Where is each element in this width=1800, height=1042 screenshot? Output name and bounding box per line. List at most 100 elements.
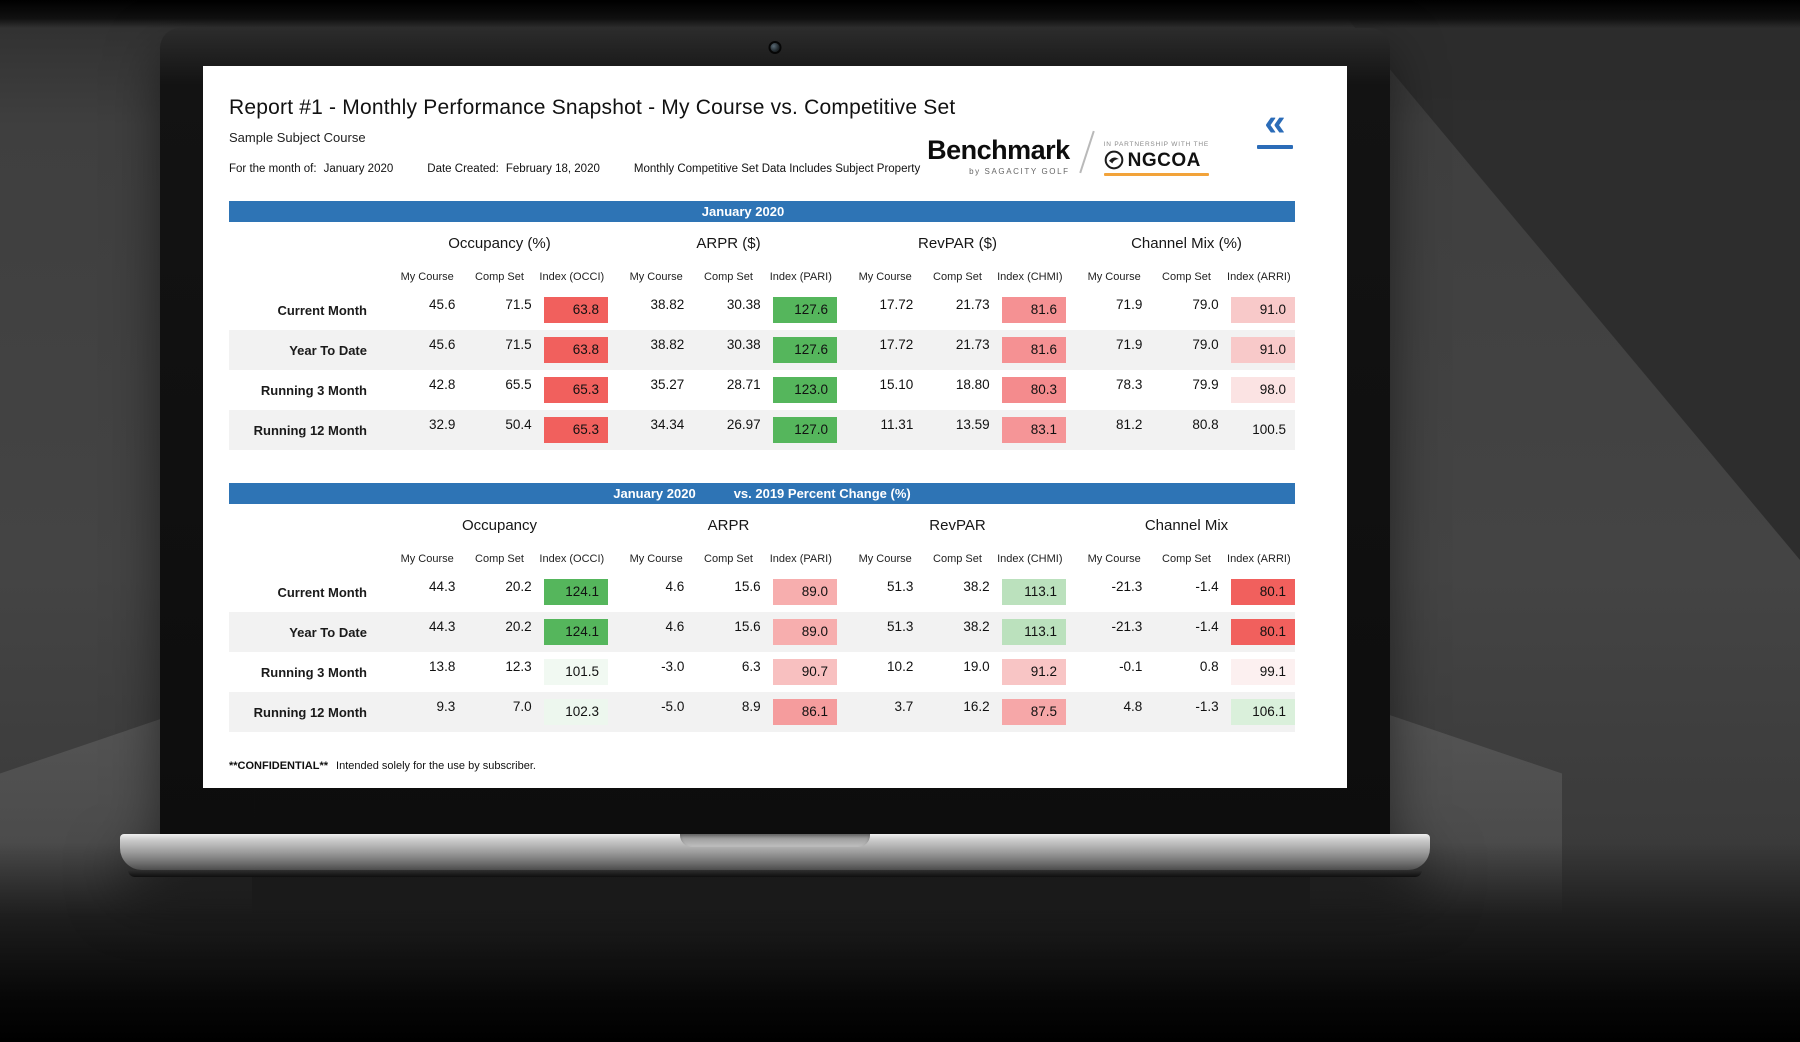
my-course-value: -3.0 xyxy=(661,659,685,674)
channel-mix-cells: -21.3 -1.4 80.1 xyxy=(1078,579,1295,605)
channel-mix-columns: My Course Comp Set Index (ARRI) xyxy=(1078,271,1295,283)
my-course-value: 35.27 xyxy=(650,377,685,392)
index-chip: 83.1 xyxy=(1001,417,1066,443)
my-course-value: 51.3 xyxy=(887,579,914,594)
benchmark-byline: by SAGACITY GOLF xyxy=(969,167,1070,176)
collapse-sidebar-button[interactable]: « xyxy=(1253,104,1297,149)
index-cell: 65.3 xyxy=(543,417,608,443)
comp-set-value: 71.5 xyxy=(505,297,532,312)
comp-set-value: 79.9 xyxy=(1192,377,1219,392)
comp-set-value: 79.0 xyxy=(1192,337,1219,352)
index-chip: 113.1 xyxy=(1001,579,1066,605)
channel-mix-cells: 4.8 -1.3 106.1 xyxy=(1078,699,1295,725)
revpar-cells: 3.7 16.2 87.5 xyxy=(849,699,1066,725)
group-title-arpr: ARPR ($) xyxy=(696,234,761,252)
group-title-arpr: ARPR xyxy=(707,516,750,534)
comp-set-value: -1.4 xyxy=(1195,579,1219,594)
index-cell: 90.7 xyxy=(772,659,837,685)
comp-set-value: 28.71 xyxy=(726,377,761,392)
index-cell: 83.1 xyxy=(1001,417,1066,443)
group-title-channel-mix: Channel Mix xyxy=(1144,516,1229,534)
group-title-occupancy: Occupancy xyxy=(461,516,538,534)
comp-set-value: 30.38 xyxy=(726,337,761,352)
comp-set-value: 21.73 xyxy=(955,297,990,312)
meta-created-value: February 18, 2020 xyxy=(505,163,600,175)
comp-set-value: 12.3 xyxy=(505,659,532,674)
table-row: Year To Date 45.6 71.5 63.8 38.82 30.38 … xyxy=(229,330,1295,370)
my-course-value: 81.2 xyxy=(1116,417,1143,432)
my-course-value: 17.72 xyxy=(879,337,914,352)
arpr-cells: 4.6 15.6 89.0 xyxy=(620,619,837,645)
revpar-cells: 51.3 38.2 113.1 xyxy=(849,619,1066,645)
group-title-revpar: RevPAR xyxy=(929,516,986,534)
column-header-row: My Course Comp Set Index (OCCI) My Cours… xyxy=(229,546,1295,572)
index-chip: 113.1 xyxy=(1001,619,1066,645)
comp-set-value: 65.5 xyxy=(505,377,532,392)
benchmark-logo: Benchmark by SAGACITY GOLF xyxy=(927,135,1070,177)
index-cell: 81.6 xyxy=(1001,337,1066,363)
double-chevron-left-icon: « xyxy=(1264,102,1286,144)
report-subtitle: Sample Subject Course xyxy=(229,130,366,145)
row-label: Year To Date xyxy=(289,624,367,640)
col-my-course: My Course xyxy=(1087,553,1141,565)
index-cell: 124.1 xyxy=(543,579,608,605)
group-header-row: Occupancy ARPR RevPAR Channel Mix xyxy=(229,504,1295,546)
arpr-cells: 34.34 26.97 127.0 xyxy=(620,417,837,443)
my-course-value: 17.72 xyxy=(879,297,914,312)
occupancy-columns: My Course Comp Set Index (OCCI) xyxy=(391,271,608,283)
index-chip: 102.3 xyxy=(543,699,608,725)
my-course-value: 9.3 xyxy=(436,699,456,714)
row-label: Running 12 Month xyxy=(253,704,367,720)
index-chip: 91.2 xyxy=(1001,659,1066,685)
table-row: Running 3 Month 13.8 12.3 101.5 -3.0 6.3… xyxy=(229,652,1295,692)
meta-note-value: Monthly Competitive Set Data Includes Su… xyxy=(633,163,921,175)
index-chip: 91.0 xyxy=(1230,297,1295,323)
ngcoa-underline xyxy=(1103,173,1209,176)
index-chip: 81.6 xyxy=(1001,297,1066,323)
index-cell: 113.1 xyxy=(1001,579,1066,605)
comp-set-value: 8.9 xyxy=(741,699,761,714)
comp-set-value: -1.4 xyxy=(1195,619,1219,634)
index-cell: 127.6 xyxy=(772,297,837,323)
comp-set-value: 21.73 xyxy=(955,337,990,352)
comp-set-value: 50.4 xyxy=(505,417,532,432)
laptop-bezel: Report #1 - Monthly Performance Snapshot… xyxy=(160,28,1390,834)
index-cell: 98.0 xyxy=(1230,377,1295,403)
comp-set-value: 18.80 xyxy=(955,377,990,392)
index-cell: 127.0 xyxy=(772,417,837,443)
occupancy-columns: My Course Comp Set Index (OCCI) xyxy=(391,553,608,565)
index-chip: 124.1 xyxy=(543,619,608,645)
index-chip: 99.1 xyxy=(1230,659,1295,685)
backdrop-top-band xyxy=(0,0,1800,28)
occupancy-cells: 45.6 71.5 63.8 xyxy=(391,337,608,363)
comp-set-value: 79.0 xyxy=(1192,297,1219,312)
ngcoa-logo: IN PARTNERSHIP WITH THE NGCOA xyxy=(1103,141,1209,176)
col-index: Index (PARI) xyxy=(769,553,832,565)
my-course-value: 71.9 xyxy=(1116,337,1143,352)
comp-set-value: 20.2 xyxy=(505,619,532,634)
comp-set-value: 16.2 xyxy=(963,699,990,714)
meta-month-value: January 2020 xyxy=(323,163,394,175)
my-course-value: 34.34 xyxy=(650,417,685,432)
benchmark-wordmark: Benchmark xyxy=(927,135,1070,165)
index-chip: 106.1 xyxy=(1230,699,1295,725)
table-row: Current Month 44.3 20.2 124.1 4.6 15.6 8… xyxy=(229,572,1295,612)
index-cell: 106.1 xyxy=(1230,699,1295,725)
col-comp-set: Comp Set xyxy=(704,553,753,565)
collapse-underline xyxy=(1257,145,1293,149)
occupancy-cells: 44.3 20.2 124.1 xyxy=(391,579,608,605)
col-index: Index (OCCI) xyxy=(539,553,605,565)
revpar-cells: 17.72 21.73 81.6 xyxy=(849,297,1066,323)
index-cell: 87.5 xyxy=(1001,699,1066,725)
index-chip: 127.0 xyxy=(772,417,837,443)
col-comp-set: Comp Set xyxy=(1162,553,1211,565)
index-chip: 98.0 xyxy=(1230,377,1295,403)
meta-note: Monthly Competitive Set Data Includes Su… xyxy=(634,163,920,175)
index-chip: 100.5 xyxy=(1252,422,1286,437)
index-chip: 80.1 xyxy=(1230,579,1295,605)
webcam-icon xyxy=(770,43,780,52)
comp-set-value: -1.3 xyxy=(1195,699,1219,714)
laptop-base xyxy=(120,834,1430,877)
index-chip: 87.5 xyxy=(1001,699,1066,725)
my-course-value: 45.6 xyxy=(429,297,456,312)
